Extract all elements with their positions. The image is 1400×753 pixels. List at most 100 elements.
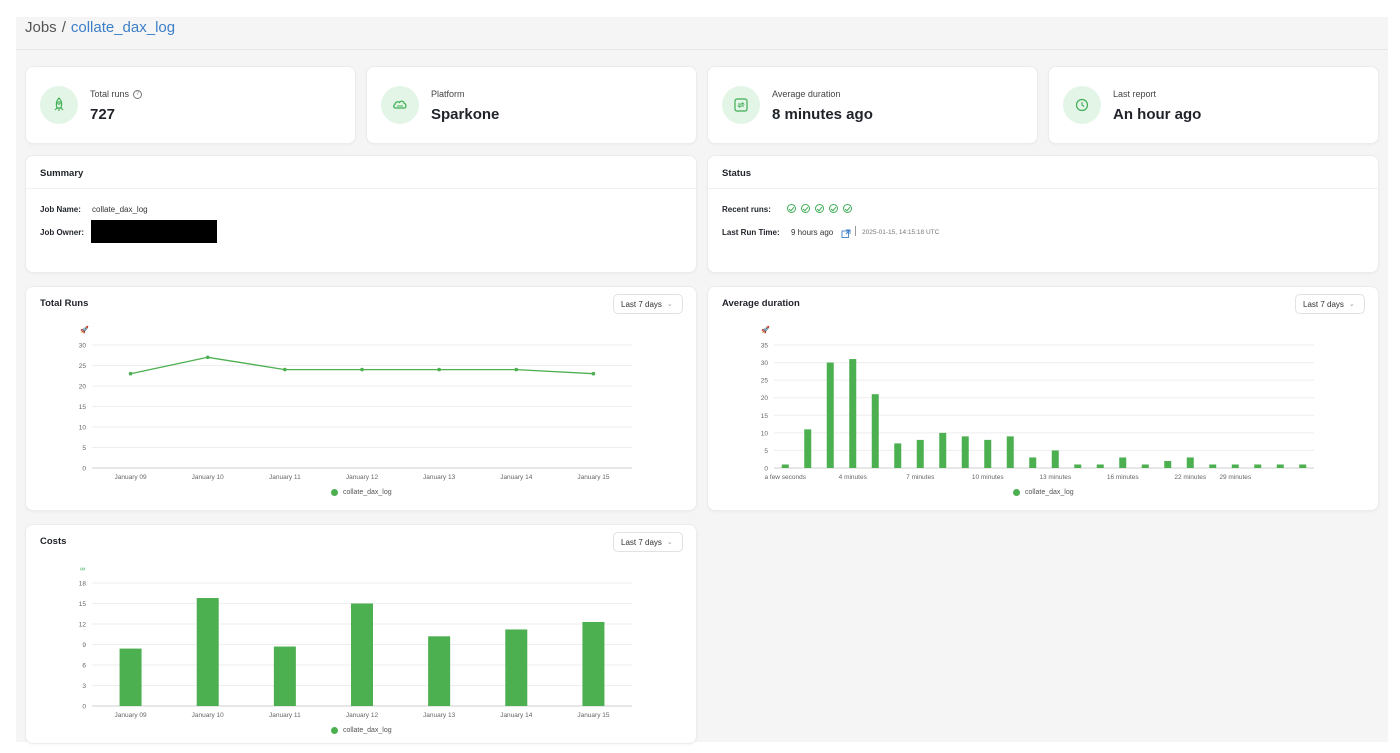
check-circle-icon[interactable] [829,204,838,213]
range-dropdown[interactable]: Last 7 days ⌄ [613,294,683,314]
external-link-icon[interactable] [841,226,851,244]
x-tick-label: 16 minutes [1107,474,1140,481]
y-tick-label: 9 [82,642,86,649]
data-bar [1164,460,1172,468]
divider [708,188,1378,189]
data-bar [1209,464,1217,468]
stat-value: 8 minutes ago [772,106,873,123]
divider [855,226,856,236]
stat-label: Average duration [772,89,841,99]
stat-value: Sparkone [431,106,500,123]
chevron-down-icon: ⌄ [666,301,673,308]
y-tick-label: 12 [79,622,87,629]
data-bar [1006,436,1014,468]
x-tick-label: a few seconds [764,474,806,481]
y-tick-label: 10 [761,430,769,437]
summary-card: Summary Job Name: collate_dax_log Job Ow… [25,155,697,273]
x-tick-label: January 15 [577,474,610,481]
breadcrumb: Jobs / collate_dax_log [25,19,175,36]
y-tick-label: 25 [761,378,769,385]
data-bar [871,394,879,468]
divider [26,188,696,189]
x-tick-label: January 13 [423,474,456,481]
x-tick-label: January 11 [269,474,301,481]
job-owner-redacted [91,220,217,243]
data-bar [196,598,219,706]
data-bar [1029,457,1037,468]
y-tick-label: 0 [82,704,86,711]
stat-value: An hour ago [1113,106,1202,123]
status-title: Status [722,168,752,179]
stat-label: Total runs? [90,89,143,99]
data-bar [916,439,924,468]
data-bar [428,636,451,706]
cloud-icon [381,86,419,124]
chart-title: Total Runs [40,298,89,309]
stat-label: Platform [431,89,465,99]
breadcrumb-separator: / [61,19,66,36]
costs-chart: ∞ 0 3 6 9 12 15 18 January 09 January 10 January 1… [79,566,632,719]
help-icon[interactable]: ? [133,89,143,99]
data-bar [1186,457,1194,468]
check-circle-icon[interactable] [843,204,852,213]
x-tick-label: 22 minutes [1174,474,1207,481]
y-tick-label: 20 [761,395,769,402]
range-dropdown[interactable]: Last 7 days ⌄ [1295,294,1365,314]
data-bar [1051,450,1059,468]
job-name-label: Job Name: [40,205,81,214]
data-bar [1141,464,1149,468]
legend-dot [1013,489,1020,496]
x-tick-label: January 14 [500,474,533,481]
breadcrumb-jobs-link[interactable]: Jobs [25,19,57,36]
x-tick-label: January 15 [577,712,610,719]
y-tick-label: 30 [79,343,87,350]
chart-legend[interactable]: collate_dax_log [331,489,392,496]
check-circle-icon[interactable] [787,204,796,213]
x-tick-label: January 14 [500,712,533,719]
stat-card-platform: Platform Sparkone [366,66,697,144]
data-point [360,367,364,372]
data-bar [119,648,142,706]
data-point [128,371,133,376]
data-bar [984,439,992,468]
data-bar [939,432,947,468]
check-circle-icon[interactable] [801,204,810,213]
chart-legend[interactable]: collate_dax_log [1013,489,1074,496]
data-bar [804,429,812,468]
y-tick-label: 10 [79,425,87,432]
last-run-label: Last Run Time: [722,228,780,237]
x-tick-label: 10 minutes [972,474,1005,481]
legend-dot [331,489,338,496]
x-tick-label: January 09 [114,474,147,481]
y-tick-label: 35 [761,343,769,350]
stat-label: Last report [1113,89,1157,99]
check-circle-icon[interactable] [815,204,824,213]
x-tick-label: January 09 [114,712,147,719]
chart-legend[interactable]: collate_dax_log [331,727,392,734]
costs-card: Costs Last 7 days ⌄ ∞ 0 3 6 9 12 15 18 January 09… [25,524,697,744]
x-tick-label: January 12 [346,474,379,481]
data-bar [849,359,857,468]
y-tick-label: 0 [764,466,768,473]
data-bar [582,621,605,706]
data-bar [1276,464,1284,468]
data-bar [961,436,969,468]
data-bar [351,603,373,706]
clock-icon [1063,86,1101,124]
y-tick-label: 6 [82,663,86,670]
chevron-down-icon: ⌄ [1348,301,1355,308]
y-tick-label: 20 [79,384,87,391]
average-duration-card: Average duration Last 7 days ⌄ 🚀 0 5 10 15 20 2… [707,286,1379,511]
rocket-icon: 🚀 [761,325,770,334]
data-bar [894,443,902,468]
header-divider [16,49,1388,50]
y-tick-label: 25 [79,363,87,370]
y-tick-label: 15 [79,601,87,608]
y-tick-label: 0 [82,466,86,473]
x-tick-label: January 11 [269,712,301,719]
data-bar [1096,464,1104,468]
range-dropdown[interactable]: Last 7 days ⌄ [613,532,683,552]
data-point [437,367,441,372]
recent-runs-label: Recent runs: [722,205,771,214]
y-tick-label: 5 [82,445,86,452]
